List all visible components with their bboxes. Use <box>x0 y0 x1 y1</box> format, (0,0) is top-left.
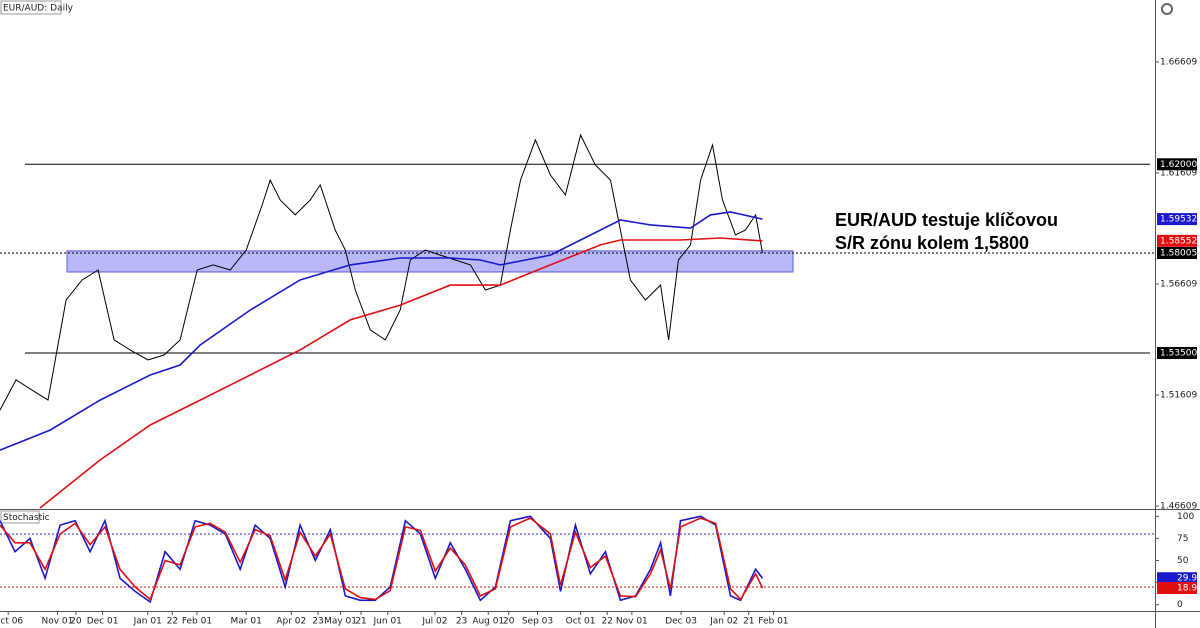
price-line <box>0 133 763 411</box>
level-label: 1.62000 <box>1160 160 1197 170</box>
indicator-line <box>0 211 763 451</box>
x-tick-label: Feb 01 <box>758 617 788 627</box>
y-tick-label: 100 <box>1177 512 1194 522</box>
last-value-box <box>1157 247 1197 260</box>
last-value-label: 1.58552 <box>1160 236 1197 246</box>
x-tick-label: Oct 01 <box>566 617 596 627</box>
x-tick-label: Apr 02 <box>276 617 306 627</box>
last-value-box <box>1157 234 1197 247</box>
y-tick-label: 0 <box>1177 600 1183 610</box>
last-value-label: 1.58005 <box>1160 249 1197 259</box>
last-value-label: 1.59532 <box>1160 215 1197 225</box>
last-value-box <box>1157 572 1197 585</box>
x-tick-label: Jul 02 <box>421 617 447 627</box>
last-value-label: 29.94 <box>1177 574 1200 584</box>
y-tick-label: 1.51609 <box>1160 391 1197 401</box>
y-tick-label: 1.46609 <box>1160 502 1197 512</box>
x-tick-label: 21 <box>743 617 754 627</box>
x-tick-label: 21 <box>355 617 366 627</box>
settings-icon[interactable] <box>1161 3 1173 15</box>
level-label-box <box>1157 347 1197 360</box>
x-tick-label: 23 <box>312 617 323 627</box>
x-tick-label: 22 <box>602 617 613 627</box>
indicator-line <box>0 517 764 601</box>
x-tick-label: Oct 06 <box>0 617 23 627</box>
indicator-line <box>39 237 763 509</box>
x-tick-label: May 01 <box>324 617 357 627</box>
x-tick-label: Jan 02 <box>709 617 738 627</box>
level-label: 1.53500 <box>1160 349 1197 359</box>
y-tick-label: 1.66609 <box>1160 57 1197 67</box>
x-tick-label: Dec 03 <box>665 617 697 627</box>
last-value-box <box>1157 581 1197 594</box>
indicator-title-box <box>0 510 40 524</box>
y-tick-label: 1.61609 <box>1160 168 1197 178</box>
x-tick-label: Nov 01 <box>41 617 73 627</box>
title-box <box>0 0 62 15</box>
indicator-title: Stochastic <box>3 513 50 523</box>
x-tick-label: 23 <box>456 617 467 627</box>
x-tick-label: Nov 01 <box>616 617 648 627</box>
x-tick-label: Jun 01 <box>373 617 402 627</box>
x-tick-label: Jan 01 <box>133 617 162 627</box>
x-tick-label: 20 <box>70 617 82 627</box>
x-tick-label: Sep 03 <box>522 617 553 627</box>
chart-title: EUR/AUD: Daily <box>3 4 74 14</box>
x-tick-label: Feb 01 <box>182 617 212 627</box>
annotation: S/R zónu kolem 1,5800 <box>835 233 1029 253</box>
x-tick-label: Dec 01 <box>87 617 119 627</box>
y-tick-label: 75 <box>1177 534 1188 544</box>
last-value-label: 18.90 <box>1177 583 1200 593</box>
level-label-box <box>1157 158 1197 171</box>
x-tick-label: 22 <box>167 617 178 627</box>
y-tick-label: 50 <box>1177 556 1189 566</box>
annotation: EUR/AUD testuje klíčovou <box>835 210 1058 230</box>
x-tick-label: Mar 01 <box>231 617 262 627</box>
x-tick-label: Aug 01 <box>472 617 504 627</box>
indicator-line <box>0 515 764 604</box>
sr-zone <box>66 250 794 273</box>
x-tick-label: 20 <box>503 617 515 627</box>
y-tick-label: 1.56609 <box>1160 279 1197 289</box>
last-value-box <box>1157 213 1197 226</box>
